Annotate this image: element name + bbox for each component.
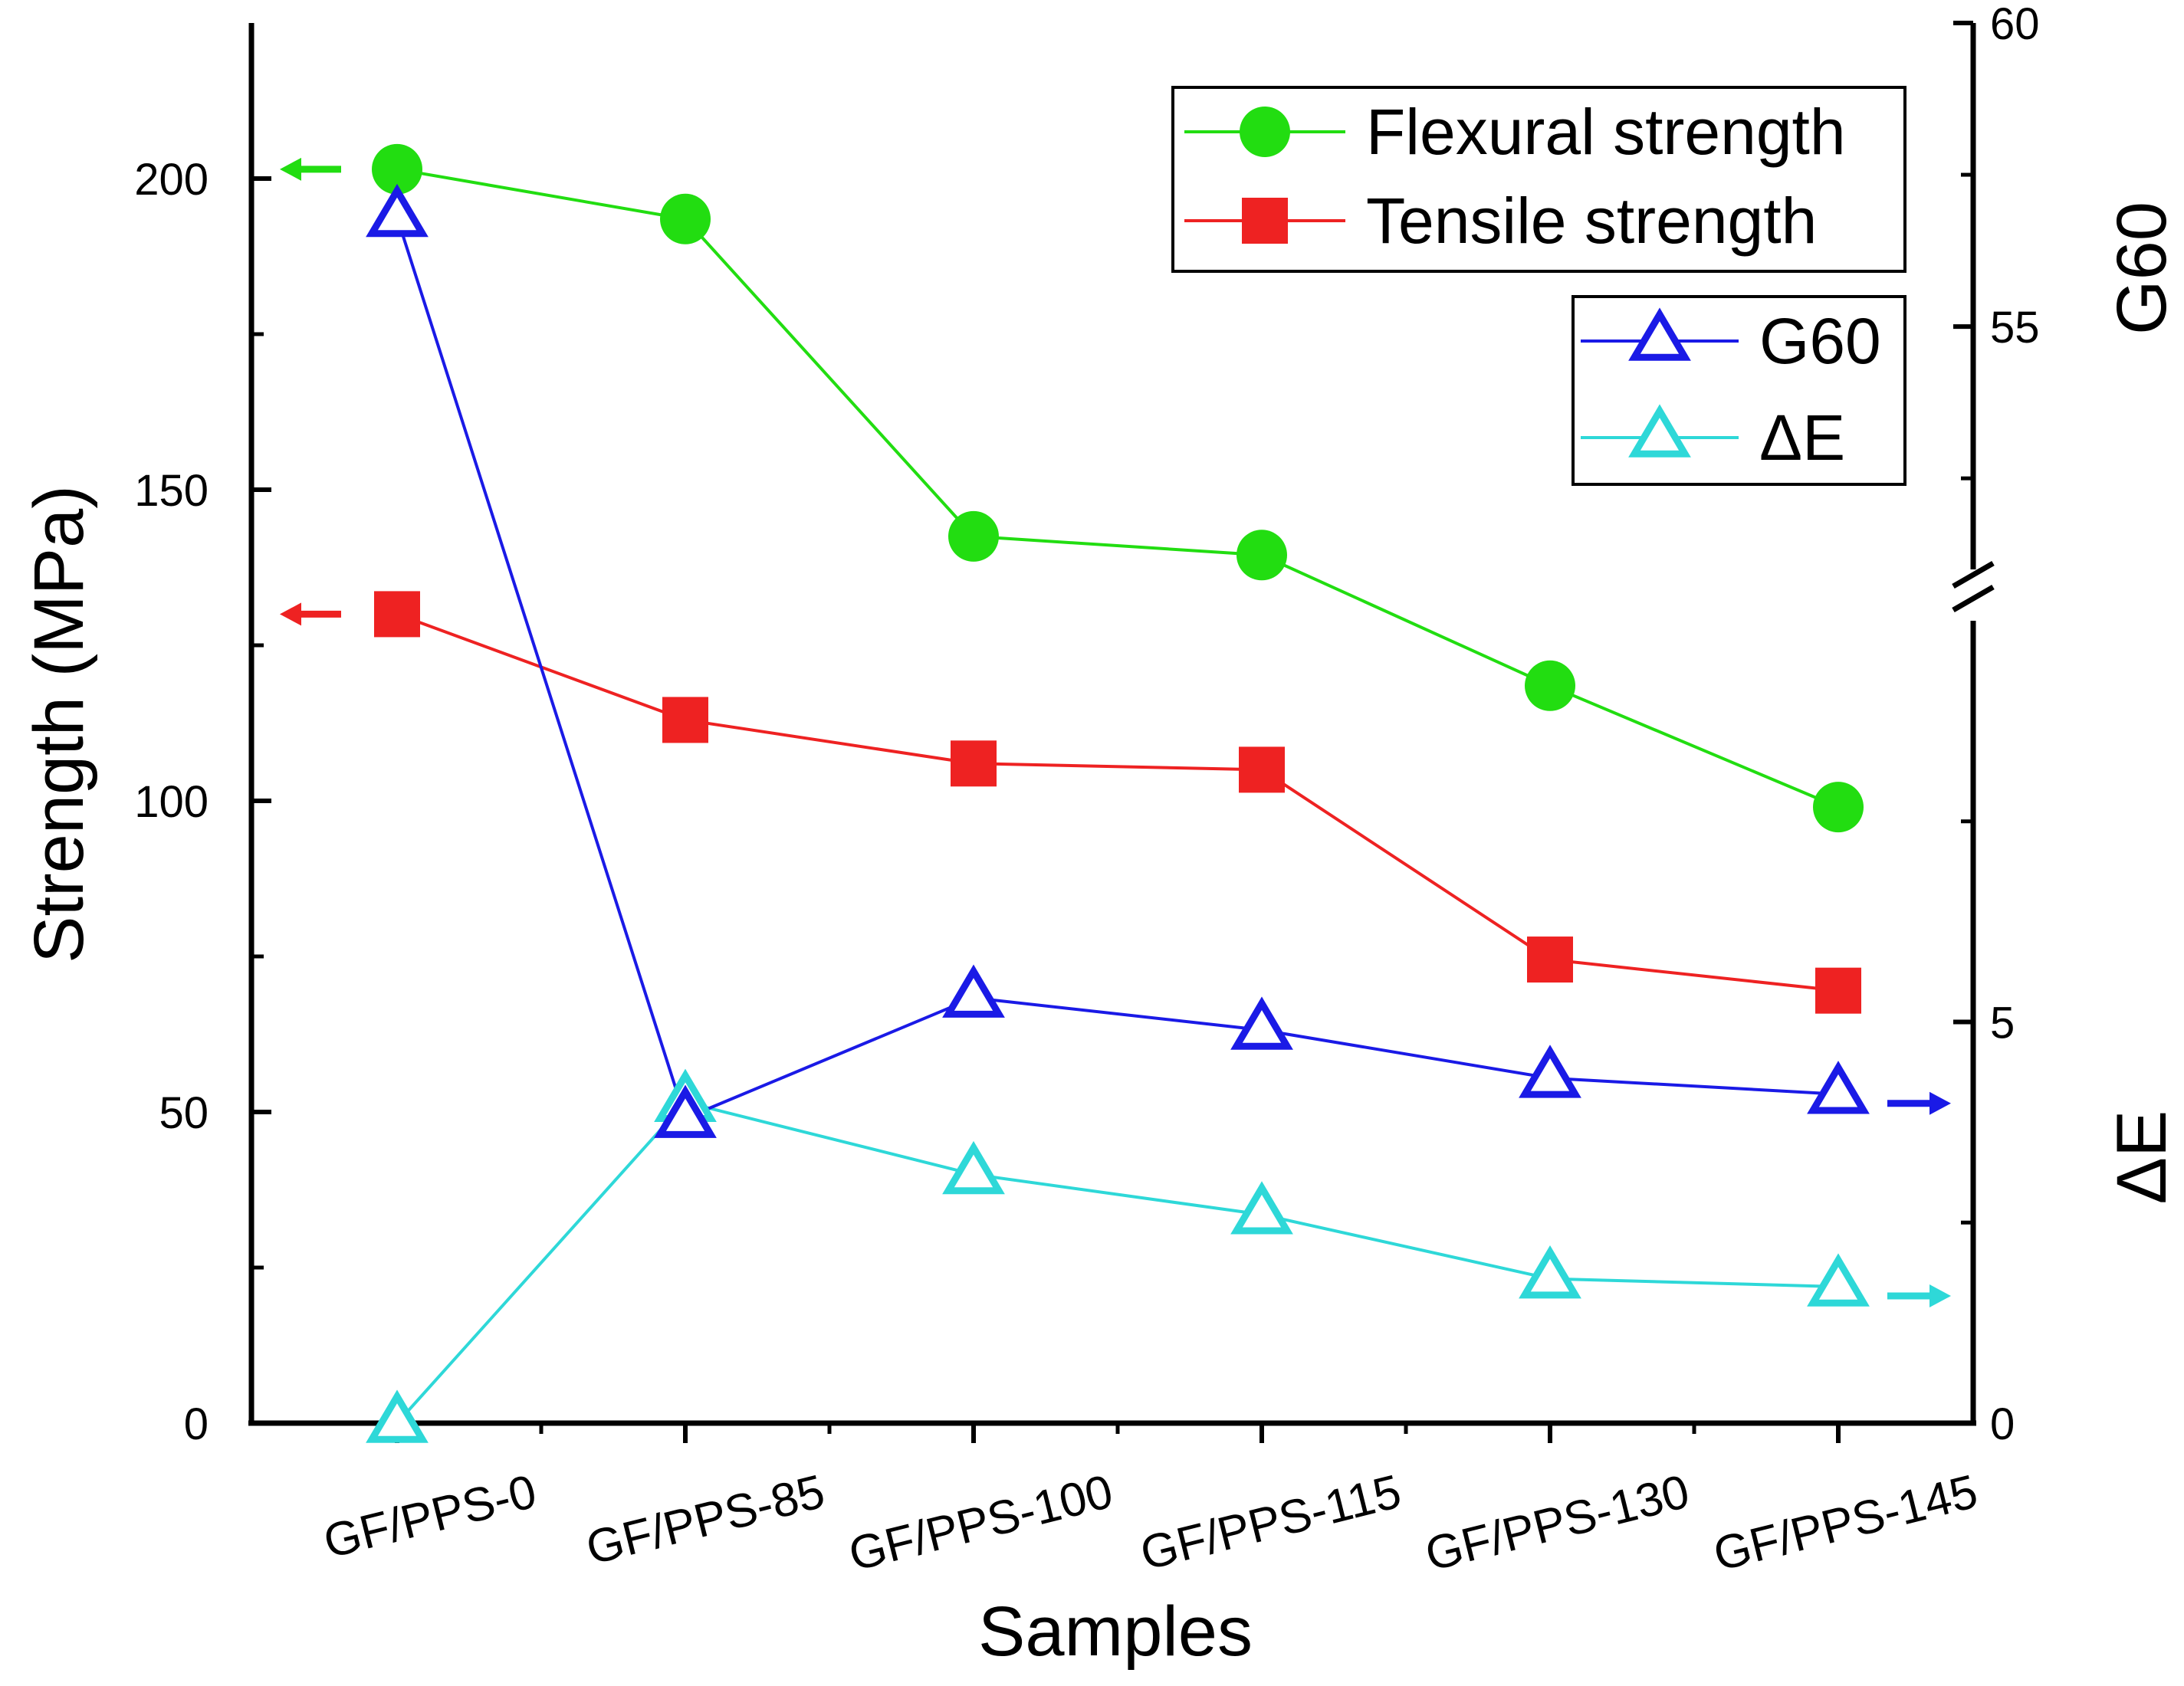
axis-break-marker — [1952, 560, 1995, 613]
data-point-flexural-strength — [1237, 530, 1287, 581]
x-axis-title: Samples — [978, 1593, 1253, 1671]
y-tick-label: 100 — [134, 777, 209, 827]
legend-marker-flexural-strength — [1240, 107, 1290, 157]
data-point-tensile-strength — [951, 740, 997, 787]
series-line-tensile-strength — [396, 612, 1839, 992]
legend-optical: G60 ΔE — [1571, 295, 1906, 486]
y-tick-label: 150 — [134, 466, 209, 516]
axes — [248, 23, 1995, 1426]
axis-arrow-tensile-strength — [280, 602, 341, 626]
data-point-g60 — [1519, 1045, 1581, 1098]
x-tick-label: GF/PPS-100 — [844, 1465, 1118, 1582]
series-markers — [366, 143, 1870, 1443]
series-line-deltae — [396, 1100, 1839, 1425]
legend-marker-deltae — [1628, 404, 1691, 458]
data-point-deltae — [1230, 1181, 1293, 1235]
x-tick-label: GF/PPS-130 — [1420, 1465, 1695, 1582]
data-point-tensile-strength — [1815, 967, 1861, 1014]
y-tick-label: 0 — [184, 1399, 209, 1449]
data-point-g60 — [366, 183, 429, 238]
data-point-deltae — [942, 1140, 1005, 1195]
data-point-g60 — [1807, 1061, 1870, 1114]
legend-optical-frame — [1571, 295, 1906, 486]
legend-label-deltae: ΔE — [1759, 402, 1845, 474]
legend-strength-frame — [1171, 86, 1906, 273]
right-y-tick-label: 60 — [1990, 0, 2040, 49]
axis-arrow-deltae — [1887, 1284, 1951, 1308]
data-point-g60 — [654, 1084, 717, 1138]
right-y-tick-label: 55 — [1990, 303, 2040, 353]
x-tick-label: GF/PPS-145 — [1709, 1465, 1983, 1582]
data-point-tensile-strength — [1239, 746, 1285, 793]
legend-strength: Flexural strength Tensile strength — [1171, 86, 1906, 273]
data-point-tensile-strength — [662, 697, 708, 743]
legend-label-g60: G60 — [1759, 305, 1881, 377]
x-tick-label: GF/PPS-115 — [1135, 1465, 1406, 1581]
y-tick-label: 200 — [134, 155, 209, 205]
right-axis-title-g60: G60 — [2103, 202, 2181, 335]
legend-marker-g60 — [1628, 307, 1691, 361]
legend-marker-tensile-strength — [1242, 198, 1288, 244]
data-point-flexural-strength — [1525, 660, 1575, 711]
right-y-tick-label: 5 — [1990, 999, 2015, 1048]
axis-arrow-g60 — [1887, 1091, 1951, 1115]
x-tick-label: GF/PPS-85 — [581, 1465, 829, 1576]
data-point-tensile-strength — [1527, 936, 1573, 983]
series-line-g60 — [396, 216, 1839, 1120]
data-point-flexural-strength — [660, 193, 711, 244]
data-point-deltae — [366, 1389, 429, 1443]
right-y-tick-label: 0 — [1990, 1399, 2015, 1449]
y-axis-title: Strength (MPa) — [20, 485, 98, 963]
series-lines — [396, 167, 1839, 1425]
series-line-flexural-strength — [396, 167, 1839, 809]
data-point-tensile-strength — [374, 591, 420, 638]
data-point-flexural-strength — [372, 143, 422, 195]
legend-label-flexural-strength: Flexural strength — [1366, 96, 1846, 168]
data-point-deltae — [1519, 1245, 1581, 1299]
data-point-g60 — [942, 964, 1005, 1018]
data-point-deltae — [1807, 1253, 1870, 1307]
right-axis-title-delta-e: ΔE — [2103, 1110, 2181, 1205]
data-point-g60 — [1230, 996, 1293, 1050]
y-tick-label: 50 — [159, 1088, 209, 1138]
legend-label-tensile-strength: Tensile strength — [1366, 185, 1817, 257]
data-point-flexural-strength — [1813, 782, 1864, 833]
axis-arrows — [280, 157, 1951, 1308]
axis-arrow-flexural-strength — [280, 157, 341, 181]
ticks — [251, 21, 1973, 1443]
x-tick-label: GF/PPS-0 — [319, 1465, 542, 1569]
data-point-flexural-strength — [948, 510, 999, 562]
